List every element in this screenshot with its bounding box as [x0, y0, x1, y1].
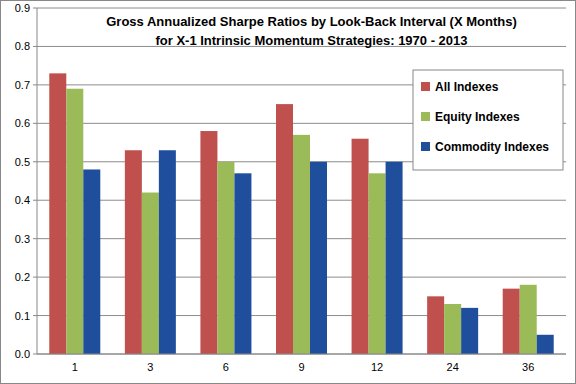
- y-tick-label: 0.4: [15, 194, 30, 206]
- y-tick: [33, 238, 37, 239]
- y-tick-label: 0.9: [15, 2, 30, 14]
- bar: [352, 139, 369, 354]
- x-tick-label: 12: [371, 361, 383, 373]
- title: for X-1 Intrinsic Momentum Strategies: 1…: [155, 33, 467, 48]
- y-tick-label: 0.2: [15, 271, 30, 283]
- legend-label: All Indexes: [435, 80, 499, 94]
- chart-frame: [1, 1, 576, 384]
- bar: [234, 173, 251, 354]
- bars: [49, 73, 553, 354]
- bar: [125, 150, 142, 354]
- y-tick-label: 0.6: [15, 117, 30, 129]
- bar: [142, 193, 159, 354]
- legend-swatch: [421, 112, 430, 121]
- y-tick: [33, 354, 37, 355]
- x-tick-label: 24: [447, 361, 459, 373]
- y-tick: [33, 315, 37, 316]
- x-axis: [37, 354, 566, 355]
- y-tick: [33, 46, 37, 47]
- bar: [461, 308, 478, 354]
- grid-line: [37, 354, 566, 355]
- bar: [369, 173, 386, 354]
- x-tick-label: 1: [72, 361, 78, 373]
- bar: [427, 296, 444, 354]
- y-tick-label: 0.7: [15, 79, 30, 91]
- bar: [293, 135, 310, 354]
- y-tick-label: 0.3: [15, 233, 30, 245]
- grid-line: [37, 8, 566, 9]
- legend-label: Commodity Indexes: [435, 140, 549, 154]
- bar: [444, 304, 461, 354]
- y-tick-label: 0.1: [15, 310, 30, 322]
- x-tick-label: 3: [147, 361, 153, 373]
- bar: [159, 150, 176, 354]
- bar: [537, 335, 554, 354]
- y-tick: [33, 161, 37, 162]
- bar: [83, 169, 100, 354]
- legend-swatch: [421, 82, 430, 91]
- x-tick-label: 36: [522, 361, 534, 373]
- y-axis: [37, 8, 38, 354]
- y-tick-label: 0.5: [15, 156, 30, 168]
- bar: [520, 285, 537, 354]
- title: Gross Annualized Sharpe Ratios by Look-B…: [106, 14, 517, 29]
- y-tick: [33, 277, 37, 278]
- y-tick-label: 0.0: [15, 348, 30, 360]
- bar: [386, 162, 403, 354]
- y-tick: [33, 84, 37, 85]
- bar: [276, 104, 293, 354]
- legend-label: Equity Indexes: [435, 110, 520, 124]
- bar: [217, 162, 234, 354]
- chart: 0.00.10.20.30.40.50.60.70.80.91369122436…: [0, 0, 576, 384]
- legend-swatch: [421, 142, 430, 151]
- bar: [200, 131, 217, 354]
- bar: [66, 89, 83, 354]
- bar: [503, 289, 520, 354]
- x-tick-label: 9: [298, 361, 304, 373]
- y-tick-label: 0.8: [15, 40, 30, 52]
- x-tick-label: 6: [223, 361, 229, 373]
- bar: [310, 162, 327, 354]
- bar: [49, 73, 66, 354]
- y-tick: [33, 123, 37, 124]
- y-tick: [33, 8, 37, 9]
- y-tick: [33, 200, 37, 201]
- legend-box: [413, 70, 563, 170]
